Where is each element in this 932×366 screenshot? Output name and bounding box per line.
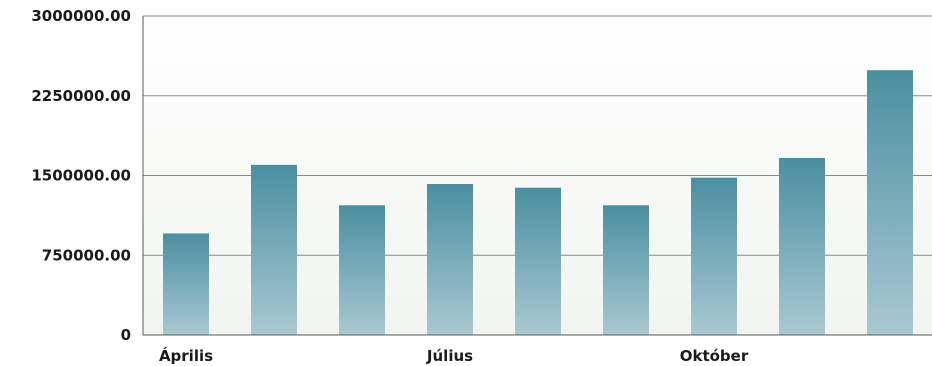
y-tick-label: 0 <box>121 326 131 344</box>
y-tick-label: 3000000.00 <box>31 7 131 25</box>
bar <box>339 205 385 335</box>
y-axis-tick-labels: 0 750000.00 1500000.00 2250000.00 3000000.00 <box>31 7 131 344</box>
bar <box>163 233 209 335</box>
y-tick-label: 1500000.00 <box>31 167 131 185</box>
x-category-label: Április <box>159 346 213 365</box>
bar <box>603 205 649 335</box>
bar <box>515 187 561 335</box>
y-tick-label: 750000.00 <box>42 246 131 264</box>
bar <box>867 70 913 335</box>
y-tick-label: 2250000.00 <box>31 87 131 105</box>
axes <box>142 16 932 336</box>
x-category-label: Október <box>680 347 749 365</box>
bar <box>251 164 297 335</box>
x-axis-category-labels: Április Július Október <box>159 346 749 365</box>
bar <box>779 157 825 335</box>
bar <box>691 177 737 335</box>
bars <box>163 70 913 335</box>
bar <box>427 184 473 335</box>
x-category-label: Július <box>426 347 473 365</box>
